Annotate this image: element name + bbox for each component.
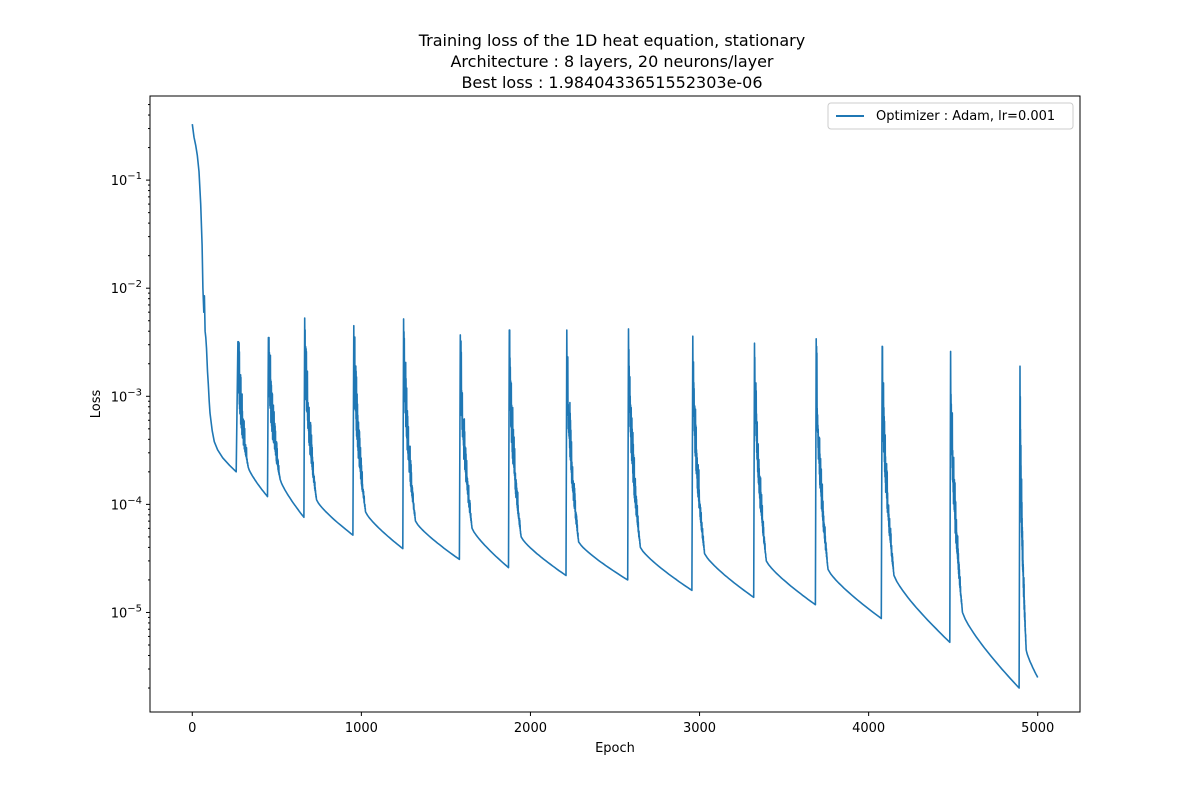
x-tick-label: 3000 xyxy=(683,721,716,736)
y-tick-label: 10−3 xyxy=(111,387,142,405)
x-tick-label: 2000 xyxy=(514,721,547,736)
y-tick-label: 10−5 xyxy=(111,603,142,621)
data-layer xyxy=(191,123,1039,689)
loss-series-line xyxy=(191,123,1039,689)
x-tick-label: 1000 xyxy=(345,721,378,736)
legend-entry-label: Optimizer : Adam, lr=0.001 xyxy=(876,109,1055,124)
plot-area xyxy=(150,96,1080,712)
x-tick-label: 0 xyxy=(188,721,196,736)
y-tick-label: 10−1 xyxy=(111,171,142,189)
plot-frame xyxy=(149,95,1081,713)
x-axis-label: Epoch xyxy=(595,741,635,756)
x-tick-label: 4000 xyxy=(852,721,885,736)
axis-ticks: 0 1000 2000 3000 4000 5000 10−5 10−4 10−3 10−2 10−… xyxy=(111,104,1054,736)
chart-title-line-3: Best loss : 1.9840433651552303e-06 xyxy=(461,73,762,92)
legend-box xyxy=(827,102,1074,130)
legend: Optimizer : Adam, lr=0.001 xyxy=(827,102,1074,130)
y-tick-label: 10−2 xyxy=(111,279,142,297)
chart-title-line-2: Architecture : 8 layers, 20 neurons/laye… xyxy=(450,52,773,71)
y-tick-label: 10−4 xyxy=(111,495,142,513)
x-tick-label: 5000 xyxy=(1021,721,1054,736)
chart-title-line-1: Training loss of the 1D heat equation, s… xyxy=(418,31,805,50)
y-axis-label: Loss xyxy=(89,390,104,419)
